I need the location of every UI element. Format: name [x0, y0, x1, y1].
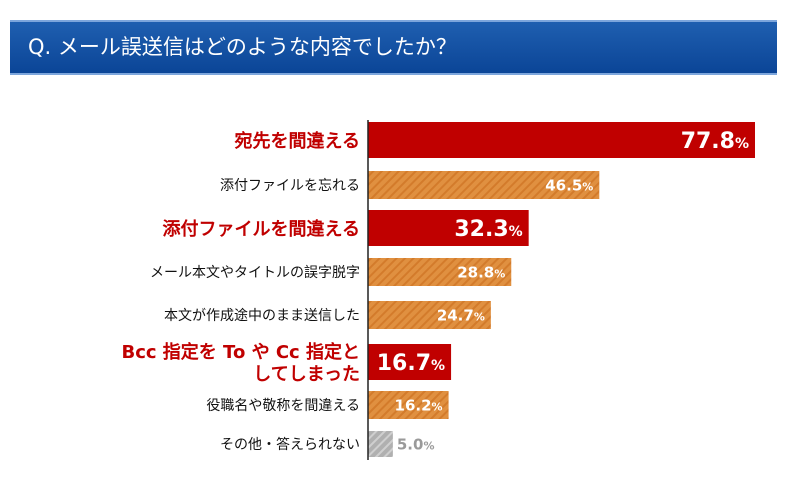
- value-unit-0: %: [735, 136, 749, 152]
- value-unit-7: %: [423, 439, 434, 452]
- value-number-4: 24.7: [437, 306, 474, 324]
- value-number-5: 16.7: [377, 351, 431, 376]
- bar-3: [368, 258, 512, 286]
- category-label-1: 添付ファイルを忘れる: [220, 178, 360, 194]
- value-unit-4: %: [474, 310, 485, 323]
- category-label-3: メール本文やタイトルの誤字脱字: [150, 265, 360, 281]
- value-label-3: 28.8%: [457, 263, 505, 281]
- bar-6: [368, 391, 449, 419]
- category-label-7: その他・答えられない: [220, 436, 360, 453]
- value-unit-1: %: [582, 180, 593, 193]
- bar-7: [368, 431, 393, 457]
- value-label-7: 5.0%: [397, 435, 435, 453]
- value-number-7: 5.0: [397, 435, 424, 453]
- value-number-0: 77.8: [681, 129, 735, 154]
- bar-1: [368, 171, 600, 199]
- category-label-2: 添付ファイルを間違える: [163, 218, 360, 240]
- value-label-0: 77.8%: [681, 129, 749, 154]
- category-label-6: 役職名や敬称を間違える: [206, 398, 360, 414]
- value-label-1: 46.5%: [545, 176, 593, 194]
- value-label-6: 16.2%: [395, 396, 443, 414]
- value-unit-3: %: [494, 267, 505, 280]
- bar-2: [368, 210, 529, 246]
- value-unit-6: %: [432, 400, 443, 413]
- bar-5: [368, 344, 452, 380]
- category-label-5-line-0: Bcc 指定を To や Cc 指定と: [121, 341, 360, 363]
- value-label-5: 16.7%: [377, 351, 445, 376]
- value-number-6: 16.2: [395, 396, 432, 414]
- category-label-4: 本文が作成途中のまま送信した: [164, 307, 360, 324]
- value-label-2: 32.3%: [454, 217, 522, 242]
- value-unit-2: %: [509, 224, 523, 240]
- category-label-0: 宛先を間違える: [234, 130, 360, 152]
- chart-title: Q. メール誤送信はどのような内容でしたか？: [28, 35, 457, 59]
- value-unit-5: %: [431, 358, 445, 374]
- bar-0: [368, 122, 755, 158]
- category-label-5-line-1: してしまった: [253, 364, 360, 385]
- value-number-3: 28.8: [457, 263, 494, 281]
- value-number-1: 46.5: [545, 176, 582, 194]
- value-label-4: 24.7%: [437, 306, 485, 324]
- bar-4: [368, 301, 491, 329]
- value-number-2: 32.3: [454, 217, 508, 242]
- title-bar: Q. メール誤送信はどのような内容でしたか？: [10, 20, 777, 75]
